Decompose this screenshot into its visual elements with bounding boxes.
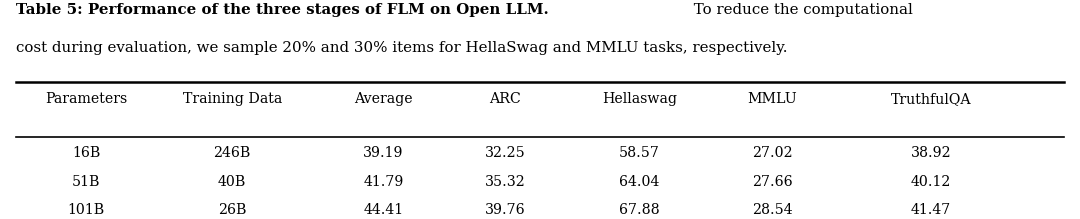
Text: 41.79: 41.79 bbox=[363, 175, 404, 189]
Text: 39.76: 39.76 bbox=[485, 203, 526, 217]
Text: 41.47: 41.47 bbox=[910, 203, 951, 217]
Text: ARC: ARC bbox=[489, 92, 522, 106]
Text: Parameters: Parameters bbox=[45, 92, 127, 106]
Text: 64.04: 64.04 bbox=[619, 175, 660, 189]
Text: 51B: 51B bbox=[72, 175, 100, 189]
Text: 44.41: 44.41 bbox=[363, 203, 404, 217]
Text: 40B: 40B bbox=[218, 175, 246, 189]
Text: 28.54: 28.54 bbox=[752, 203, 793, 217]
Text: Hellaswag: Hellaswag bbox=[602, 92, 677, 106]
Text: Average: Average bbox=[354, 92, 413, 106]
Text: 27.66: 27.66 bbox=[752, 175, 793, 189]
Text: 101B: 101B bbox=[68, 203, 105, 217]
Text: MMLU: MMLU bbox=[747, 92, 797, 106]
Text: To reduce the computational: To reduce the computational bbox=[689, 3, 913, 17]
Text: 246B: 246B bbox=[214, 146, 251, 160]
Text: Training Data: Training Data bbox=[183, 92, 282, 106]
Text: 39.19: 39.19 bbox=[363, 146, 404, 160]
Text: 67.88: 67.88 bbox=[619, 203, 660, 217]
Text: 40.12: 40.12 bbox=[910, 175, 951, 189]
Text: 16B: 16B bbox=[72, 146, 100, 160]
Text: 58.57: 58.57 bbox=[619, 146, 660, 160]
Text: cost during evaluation, we sample 20% and 30% items for HellaSwag and MMLU tasks: cost during evaluation, we sample 20% an… bbox=[16, 41, 787, 55]
Text: 27.02: 27.02 bbox=[752, 146, 793, 160]
Text: Table 5: Performance of the three stages of FLM on Open LLM.: Table 5: Performance of the three stages… bbox=[16, 3, 549, 17]
Text: 32.25: 32.25 bbox=[485, 146, 526, 160]
Text: 38.92: 38.92 bbox=[910, 146, 951, 160]
Text: 35.32: 35.32 bbox=[485, 175, 526, 189]
Text: 26B: 26B bbox=[218, 203, 246, 217]
Text: TruthfulQA: TruthfulQA bbox=[891, 92, 971, 106]
